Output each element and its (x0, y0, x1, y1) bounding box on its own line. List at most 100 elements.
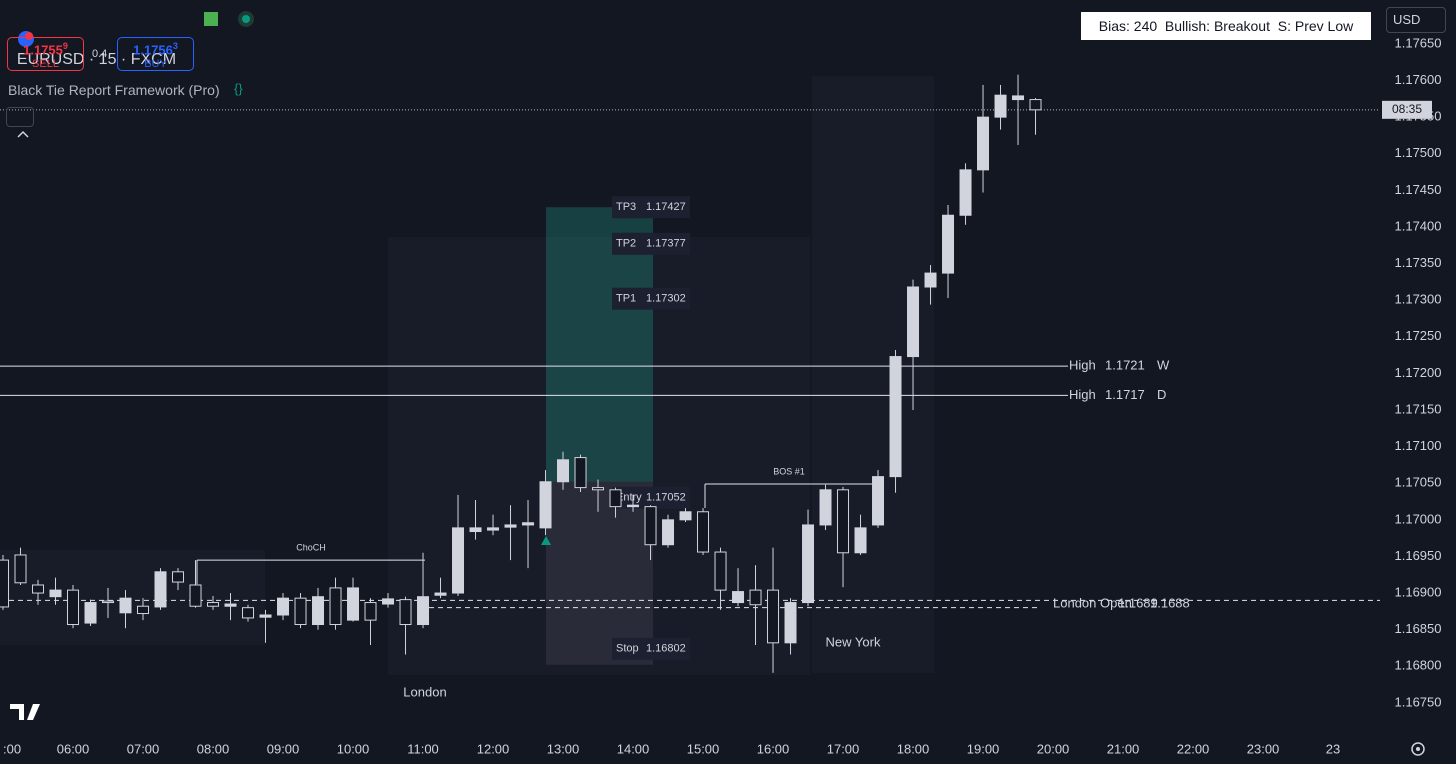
candle-body (627, 504, 640, 508)
candle-body (207, 602, 220, 607)
x-tick-label: 17:00 (827, 741, 860, 756)
y-tick-label: 1.16850 (1395, 621, 1442, 636)
open-value: 1.1689 (1118, 595, 1158, 610)
position-value: 1.17377 (646, 238, 686, 250)
candle-body (1012, 95, 1025, 101)
level-value: 1.1721 (1105, 358, 1145, 373)
currency-select[interactable]: USD (1386, 7, 1446, 33)
candle-body (329, 587, 342, 626)
x-tick-label: 16:00 (757, 741, 790, 756)
candle-body (907, 286, 920, 358)
y-tick-label: 1.17250 (1395, 328, 1442, 343)
x-tick-label: :00 (3, 741, 21, 756)
sell-button[interactable]: 1.17559 SELL (7, 37, 84, 71)
y-tick-label: 1.17350 (1395, 255, 1442, 270)
symbol: EURUSD · 15 · FXCM (16, 51, 177, 68)
indicator-icon[interactable]: {} (234, 81, 243, 96)
buy-price: 1.1756 (133, 42, 173, 58)
level-value: 1.1717 (1105, 387, 1145, 402)
candle-body (662, 519, 675, 546)
countdown-bg (1382, 100, 1432, 119)
position-label-bg (612, 232, 690, 255)
candle-body (749, 589, 762, 606)
candle-body (697, 511, 710, 553)
candle-body (469, 527, 482, 533)
x-tick-label: 18:00 (897, 741, 930, 756)
structure-label: ChoCH (296, 542, 326, 552)
x-tick-label: 12:00 (477, 741, 510, 756)
level-name: High (1069, 387, 1096, 402)
candle-body (732, 591, 745, 604)
candle-body (172, 571, 185, 583)
settings-icon[interactable] (1411, 742, 1425, 756)
indicator-name[interactable]: Black Tie Report Framework (Pro) (8, 82, 220, 98)
buy-signal (541, 536, 551, 545)
countdown: 08:35 (1392, 102, 1422, 116)
x-tick-label: 13:00 (547, 741, 580, 756)
structure-label: BOS #1 (773, 466, 805, 476)
y-tick-label: 1.16750 (1395, 694, 1442, 709)
candle-body (312, 596, 325, 626)
x-tick-label: 23 (1326, 741, 1340, 756)
buy-button[interactable]: 1.17563 BUY (117, 37, 194, 71)
y-tick-label: 1.17450 (1395, 182, 1442, 197)
candle-body (242, 607, 255, 619)
candle-body (802, 524, 815, 604)
candle-body (84, 602, 97, 624)
candle-body (294, 597, 307, 626)
flag-marker[interactable] (204, 12, 218, 26)
position-label-bg (612, 486, 690, 509)
candle-body (977, 116, 990, 171)
candle-body (959, 169, 972, 216)
buy-pipette: 3 (172, 41, 178, 51)
y-tick-label: 1.16800 (1395, 658, 1442, 673)
level-period: D (1157, 387, 1166, 402)
candle-body (347, 587, 360, 621)
candle-body (1029, 99, 1042, 111)
x-tick-label: 11:00 (407, 741, 439, 756)
chevron-up (17, 130, 29, 138)
level-period: W (1157, 358, 1170, 373)
position-value: 1.17302 (646, 293, 686, 305)
candle-body (609, 489, 622, 508)
x-tick-label: 23:00 (1247, 741, 1280, 756)
candle-body (102, 600, 115, 604)
position-label-bg (612, 196, 690, 219)
candle-body (259, 614, 272, 618)
y-tick-label: 1.17200 (1395, 365, 1442, 380)
position-label: Entry (616, 492, 642, 504)
collapse-button[interactable] (6, 107, 34, 138)
candle-body (819, 489, 832, 526)
y-tick-label: 1.17600 (1395, 72, 1442, 87)
candle-body (382, 598, 395, 605)
candle-body (154, 571, 167, 608)
x-tick-label: 15:00 (687, 741, 720, 756)
candle-body (557, 459, 570, 483)
x-tick-label: 09:00 (267, 741, 300, 756)
x-tick-label: 10:00 (337, 741, 370, 756)
status-dot (242, 15, 250, 23)
candle-body (924, 272, 937, 288)
candle-body (49, 589, 62, 598)
position-value: 1.17052 (646, 492, 686, 504)
x-tick-label: 20:00 (1037, 741, 1070, 756)
candle-body (399, 599, 412, 626)
position-value: 1.17427 (646, 201, 686, 213)
candle-body (434, 592, 447, 596)
position-label: Stop (616, 643, 639, 655)
candle-body (487, 527, 500, 531)
y-tick-label: 1.16900 (1395, 584, 1442, 599)
asia-session-box (0, 550, 265, 645)
candle-body (67, 589, 80, 626)
session-label: London (403, 684, 446, 699)
sell-label: SELL (32, 58, 59, 71)
candle-body (942, 214, 955, 274)
candle-body (0, 559, 10, 608)
x-tick-label: 08:00 (197, 741, 230, 756)
newyork-session-box (812, 76, 934, 673)
sell-pipette: 9 (62, 41, 68, 51)
candle-body (994, 94, 1007, 118)
symbol-header[interactable]: EURUSD · 15 · FXCM (8, 10, 176, 69)
status-dot-bg (238, 11, 254, 27)
